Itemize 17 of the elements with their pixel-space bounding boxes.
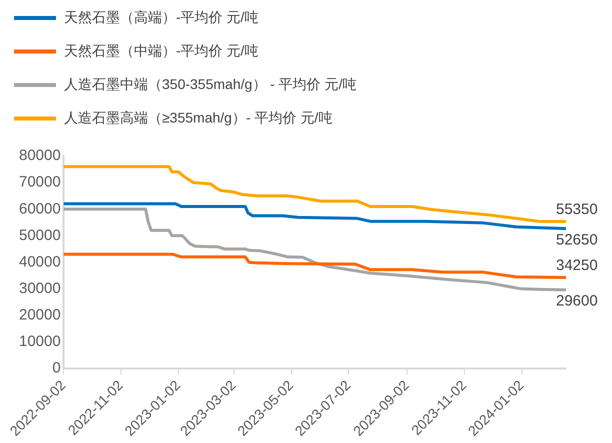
data-label: 34250 [556, 257, 598, 274]
y-tick-label: 50000 [18, 226, 61, 244]
y-tick-label: 80000 [18, 147, 61, 164]
data-label: 29600 [556, 292, 598, 310]
y-tick-label: 60000 [18, 200, 61, 218]
y-tick-label: 40000 [18, 253, 61, 270]
data-label: 55350 [556, 201, 598, 218]
legend-label: 人造石墨中端（350-355mah/g） - 平均价 元/吨 [64, 76, 357, 92]
y-tick-label: 30000 [18, 280, 61, 297]
y-tick-label: 20000 [18, 306, 61, 324]
y-tick-label: 10000 [18, 333, 61, 350]
legend-label: 天然石墨（中端）-平均价 元/吨 [64, 42, 258, 58]
legend-label: 人造石墨高端（≥355mah/g）- 平均价 元/吨 [64, 109, 332, 126]
data-label: 52650 [556, 231, 598, 248]
y-tick-label: 70000 [18, 174, 61, 191]
legend-label: 天然石墨（高端）-平均价 元/吨 [64, 8, 258, 25]
y-tick-label: 0 [52, 360, 61, 377]
